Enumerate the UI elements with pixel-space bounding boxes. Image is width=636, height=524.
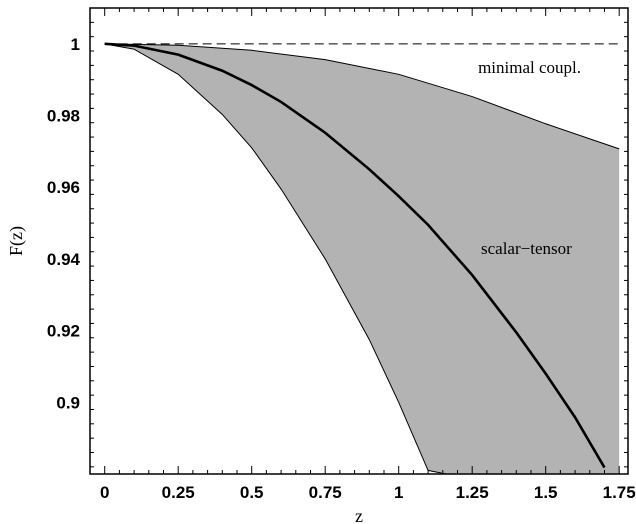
x-tick-label: 1.75	[603, 483, 636, 502]
annotation-scalar-tensor: scalar−tensor	[481, 239, 572, 258]
y-tick-label: 0.94	[47, 250, 81, 269]
x-tick-label: 0.75	[309, 483, 342, 502]
band-upper-edge	[104, 43, 620, 150]
x-tick-label: 1.5	[534, 483, 558, 502]
y-tick-label: 1	[71, 35, 80, 54]
x-tick-label: 0	[100, 483, 109, 502]
y-tick-label: 0.96	[47, 178, 80, 197]
x-tick-label: 0.5	[240, 483, 264, 502]
annotation-minimal-coupling: minimal coupl.	[478, 58, 581, 77]
y-tick-label: 0.98	[47, 107, 80, 126]
y-axis-label: F(z)	[6, 226, 27, 256]
plot-area	[104, 42, 620, 474]
x-tick-label: 1	[394, 483, 403, 502]
x-tick-label: 1.25	[456, 483, 489, 502]
ticks-layer: 0 0.25 0.5 0.75 1 1.25 1.5 1.75 0.9 0.92 0.94 0.96 0…	[47, 8, 636, 502]
plot-frame	[89, 7, 629, 475]
uncertainty-band	[104, 43, 620, 474]
x-tick-label: 0.25	[162, 483, 195, 502]
band-lower-edge	[104, 43, 449, 474]
series-central-line	[104, 42, 606, 469]
x-axis-label: z	[355, 506, 363, 524]
y-tick-label: 0.92	[47, 322, 80, 341]
y-tick-label: 0.9	[56, 393, 80, 412]
